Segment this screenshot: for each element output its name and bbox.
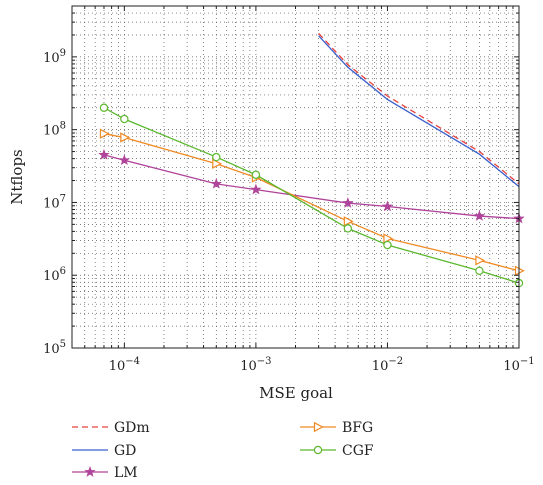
y-tick-label: 105 [43, 339, 66, 357]
data-point-star [381, 200, 394, 212]
x-axis-title: MSE goal [259, 384, 333, 402]
data-point-star [118, 154, 131, 166]
tick-labels: 10−4 10−3 10−2 10−1 105 106 107 108 109 [43, 48, 535, 374]
data-point-triangle [120, 132, 131, 143]
legend-label: BFG [342, 420, 373, 436]
series-line-bfg [103, 133, 520, 272]
y-tick-label: 106 [43, 266, 66, 284]
data-point-star [210, 177, 222, 189]
y-axis-title: Ntflops [8, 149, 26, 205]
data-point-circle [313, 445, 323, 455]
legend-label: LM [114, 465, 138, 481]
legend-item-cgf: CGF [300, 443, 374, 459]
data-point-star [84, 466, 96, 477]
series-line-gdm [318, 32, 520, 185]
x-tick-label: 10−2 [372, 356, 403, 374]
legend-label: GD [114, 443, 136, 459]
grid [71, 5, 520, 349]
series-bfg [99, 128, 525, 276]
x-tick-label: 10−1 [503, 356, 534, 374]
data-point-triangle [343, 216, 354, 227]
data-point-circle [475, 266, 484, 276]
series-gd [318, 35, 520, 188]
data-point-triangle [99, 128, 110, 139]
legend-item-lm: LM [72, 465, 138, 481]
legend-label: GDm [114, 420, 150, 436]
series-gdm [318, 32, 520, 185]
series-line-gd [318, 35, 520, 188]
legend-label: CGF [342, 443, 374, 459]
data-point-circle [212, 152, 221, 162]
x-tick-label: 10−4 [109, 356, 140, 374]
data-point-star [250, 183, 262, 195]
series-line-cgf [103, 107, 520, 284]
data-point-star [342, 197, 354, 208]
legend-item-gd: GD [72, 443, 136, 459]
legend-item-gdm: GDm [72, 420, 150, 436]
y-tick-label: 108 [43, 121, 66, 139]
series-layer [98, 32, 525, 288]
data-point-circle [251, 170, 261, 179]
data-point-circle [343, 224, 353, 233]
data-point-triangle [475, 255, 486, 266]
x-tick-label: 10−3 [240, 356, 271, 374]
data-point-star [98, 148, 110, 160]
data-point-circle [99, 103, 109, 112]
series-lm [98, 148, 525, 224]
series-line-lm [103, 154, 520, 220]
y-tick-label: 107 [43, 193, 66, 211]
data-point-triangle [212, 158, 223, 169]
data-point-circle [383, 240, 392, 250]
data-point-circle [120, 114, 129, 124]
axis-ticks [71, 5, 520, 349]
legend: GDm GD LM BFG CGF [72, 420, 374, 481]
data-point-star [473, 210, 486, 221]
legend-item-bfg: BFG [300, 420, 373, 436]
data-point-triangle [383, 233, 394, 244]
plot-frame [71, 5, 520, 349]
y-tick-label: 109 [43, 48, 66, 66]
data-point-triangle [313, 421, 324, 433]
series-cgf [99, 103, 524, 288]
